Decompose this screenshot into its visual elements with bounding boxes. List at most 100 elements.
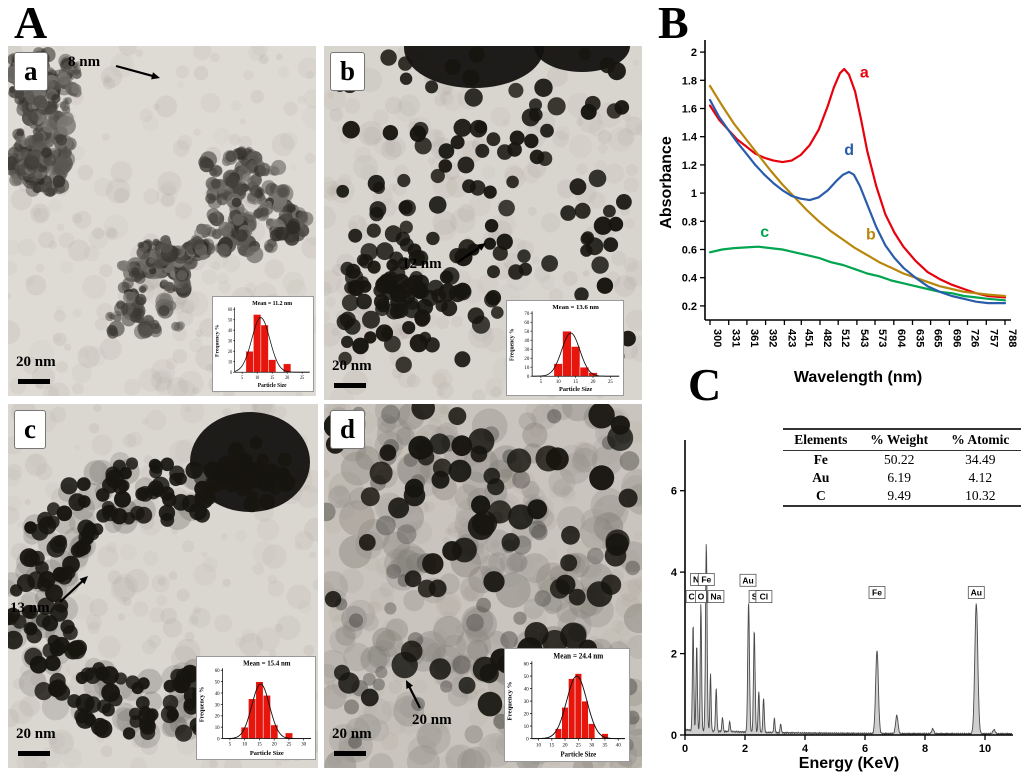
svg-text:Au: Au — [742, 575, 753, 585]
histogram-inset-b: Mean = 13.6 nm 0 10 20 30 40 50 60 70 5 10 15 20 25 Fr… — [506, 300, 624, 396]
svg-text:20: 20 — [215, 715, 220, 720]
svg-text:0: 0 — [527, 375, 530, 380]
panel-c-label: C — [688, 359, 722, 410]
svg-text:Cl: Cl — [760, 592, 769, 602]
svg-text:10: 10 — [556, 380, 561, 385]
edx-table-header: % Atomic — [939, 428, 1021, 451]
svg-text:20: 20 — [591, 380, 596, 385]
svg-text:Particle Size: Particle Size — [250, 750, 284, 757]
svg-text:0: 0 — [230, 370, 233, 375]
svg-text:0.6: 0.6 — [682, 245, 697, 257]
subpanel-label-c: c — [14, 410, 46, 449]
svg-text:5: 5 — [241, 375, 244, 380]
svg-text:40: 40 — [524, 339, 529, 344]
svg-text:8: 8 — [922, 743, 928, 755]
tem-panel-c: c 13 nm 20 nm Mean = 15.4 nm 0 10 20 30 40 50 6… — [8, 404, 318, 768]
svg-text:0.2: 0.2 — [682, 301, 697, 313]
svg-text:Energy (KeV): Energy (KeV) — [799, 755, 899, 772]
svg-text:40: 40 — [524, 686, 529, 692]
svg-text:0.8: 0.8 — [682, 216, 697, 228]
svg-text:20: 20 — [524, 357, 529, 362]
tem-micrograph-d — [324, 404, 642, 768]
edx-table-row: Au 6.19 4.12 — [783, 469, 1021, 487]
svg-text:Wavelength (nm): Wavelength (nm) — [794, 369, 922, 386]
tem-micrograph-a — [8, 46, 316, 396]
svg-text:40: 40 — [215, 692, 220, 697]
svg-text:20: 20 — [285, 375, 290, 380]
element-value: 10.32 — [939, 487, 1021, 507]
svg-text:15: 15 — [270, 375, 275, 380]
histogram-inset-c: Mean = 15.4 nm 0 10 20 30 40 50 60 5 10 15 20 25 30 Fr… — [196, 656, 316, 760]
svg-text:6: 6 — [671, 486, 677, 498]
edx-table-row: Fe 50.22 34.49 — [783, 451, 1021, 470]
svg-text:1.8: 1.8 — [682, 75, 697, 87]
element-value: 4.12 — [968, 470, 993, 485]
size-annotation-c: 13 nm — [10, 600, 50, 616]
svg-text:15: 15 — [573, 380, 578, 385]
svg-text:50: 50 — [524, 674, 529, 680]
svg-text:543: 543 — [858, 329, 870, 347]
svg-text:20: 20 — [524, 711, 529, 717]
histogram-inset-a: Mean = 11.2 nm 0 10 20 30 40 50 60 5 10 15 20 25 Freq… — [212, 296, 314, 392]
edx-table-row: C 9.49 10.32 — [783, 487, 1021, 507]
svg-text:2: 2 — [742, 743, 748, 755]
svg-text:10: 10 — [524, 366, 529, 371]
subpanel-label-b: b — [330, 52, 366, 91]
svg-text:5: 5 — [540, 380, 543, 385]
svg-text:10: 10 — [228, 359, 233, 364]
svg-text:O: O — [698, 592, 705, 602]
svg-text:60: 60 — [228, 307, 233, 312]
scalebar-label-b: 20 nm — [332, 358, 372, 374]
svg-text:25: 25 — [576, 742, 581, 748]
svg-text:573: 573 — [876, 329, 888, 347]
svg-text:1.2: 1.2 — [682, 160, 697, 172]
histogram-inset-d: Mean = 24.4 nm 0 10 20 30 40 50 60 10 15 20 25 30 35 4… — [504, 648, 630, 762]
panel-b-label: B — [658, 0, 689, 48]
svg-text:25: 25 — [608, 380, 613, 385]
svg-text:20: 20 — [562, 742, 567, 748]
svg-text:6: 6 — [862, 743, 868, 755]
svg-text:392: 392 — [767, 329, 779, 347]
svg-text:482: 482 — [821, 329, 833, 347]
scalebar-label-a: 20 nm — [16, 354, 56, 370]
svg-text:10: 10 — [524, 724, 529, 730]
svg-text:Frequency %: Frequency % — [215, 324, 221, 357]
svg-text:Particle Size: Particle Size — [559, 386, 593, 393]
svg-text:0: 0 — [671, 730, 677, 742]
scalebar-d — [334, 751, 366, 756]
svg-text:25: 25 — [286, 743, 291, 748]
svg-text:331: 331 — [730, 329, 742, 347]
svg-text:696: 696 — [950, 329, 962, 347]
element-name: C — [783, 487, 859, 507]
svg-text:Mean = 15.4 nm: Mean = 15.4 nm — [243, 660, 291, 668]
svg-text:Mean = 13.6 nm: Mean = 13.6 nm — [552, 304, 599, 311]
svg-text:Mean = 11.2 nm: Mean = 11.2 nm — [252, 300, 293, 307]
svg-text:512: 512 — [839, 329, 851, 347]
svg-text:30: 30 — [524, 699, 529, 705]
svg-text:15: 15 — [257, 743, 262, 748]
svg-text:5: 5 — [229, 743, 232, 748]
svg-text:2: 2 — [691, 47, 697, 59]
scalebar-b — [334, 383, 366, 388]
tem-panel-b: b 12 nm 20 nm Mean = 13.6 nm 0 10 20 30 40 50 6… — [324, 46, 642, 400]
size-annotation-d: 20 nm — [412, 712, 452, 728]
svg-text:60: 60 — [524, 321, 529, 326]
svg-text:40: 40 — [616, 742, 621, 748]
edx-table-header: Elements — [783, 428, 859, 451]
svg-text:4: 4 — [671, 567, 678, 579]
uvvis-panel: 0.2 0.4 0.6 0.8 1 1.2 1.4 1.6 1.8 2 300 331 361 392 42… — [655, 0, 1024, 395]
svg-text:d: d — [844, 142, 854, 159]
svg-text:Na: Na — [710, 592, 721, 602]
svg-text:604: 604 — [895, 329, 907, 348]
svg-text:N: N — [693, 575, 699, 585]
panel-a-label: A — [14, 0, 48, 48]
svg-text:35: 35 — [602, 742, 607, 748]
svg-text:20: 20 — [272, 743, 277, 748]
size-annotation-b: 12 nm — [402, 256, 442, 272]
svg-text:C: C — [689, 592, 695, 602]
svg-text:1.4: 1.4 — [682, 132, 698, 144]
svg-text:a: a — [860, 64, 869, 81]
element-name: Au — [812, 470, 830, 485]
svg-text:15: 15 — [549, 742, 554, 748]
